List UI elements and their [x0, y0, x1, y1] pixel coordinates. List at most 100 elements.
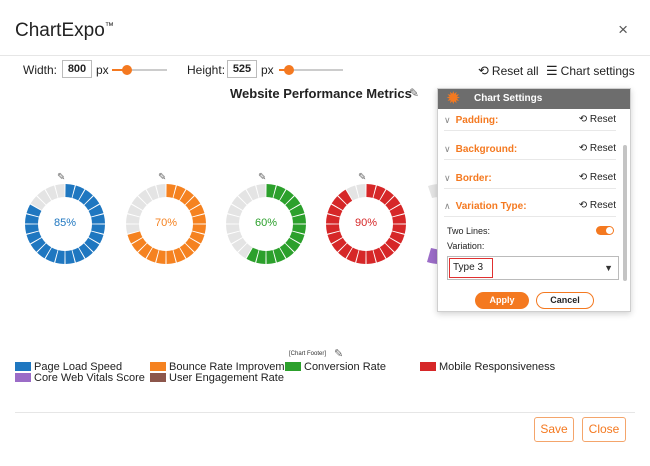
donut-segment-filled [84, 237, 100, 252]
edit-gauge-pencil-icon[interactable]: ✎ [158, 172, 167, 183]
donut-segment-empty [156, 184, 166, 198]
donut-gauge: 90% [324, 182, 408, 266]
donut-segment-filled [366, 250, 376, 264]
variation-select[interactable]: Type 3 ▼ [447, 256, 619, 280]
title-bar: ChartExpo™ × [0, 0, 650, 56]
donut-segment-filled [173, 247, 186, 263]
close-icon[interactable]: × [618, 20, 628, 39]
reset-all-button[interactable]: ⟲ Reset all [478, 63, 539, 78]
reset-border-button[interactable]: ⟲ Reset [578, 172, 616, 183]
donut-segment-empty [238, 189, 253, 205]
variation-label: Variation: [447, 241, 485, 251]
chart-title: Website Performance Metrics [230, 86, 412, 101]
chevron-down-icon: ∨ [444, 173, 451, 183]
reset-background-button[interactable]: ⟲ Reset [578, 143, 616, 154]
edit-gauge-pencil-icon[interactable]: ✎ [358, 172, 367, 183]
toolbar: Width: 800 px Height: 525 px ⟲ Reset all … [0, 58, 650, 82]
donut-segment-empty [127, 204, 143, 217]
apply-button[interactable]: Apply [475, 292, 529, 309]
chart-settings-header: ✹ Chart Settings [438, 89, 630, 109]
donut-segment-filled [91, 214, 105, 224]
donut-segment-empty [126, 224, 140, 234]
close-button[interactable]: Close [582, 417, 626, 442]
donut-segment-filled [78, 243, 93, 259]
donut-segment-filled [331, 237, 347, 252]
donut-segment-filled [30, 237, 46, 252]
width-slider[interactable] [112, 65, 167, 75]
donut-segment-filled [65, 184, 75, 198]
chart-settings-button[interactable]: ☰ Chart settings [546, 63, 635, 78]
section-padding[interactable]: ∨ Padding: ⟲ Reset [444, 109, 616, 131]
donut-segment-filled [366, 184, 376, 198]
donut-segment-filled [338, 189, 353, 205]
section-border[interactable]: ∨ Border: ⟲ Reset [444, 167, 616, 189]
donut-segment-filled [246, 247, 259, 263]
donut-segment-filled [326, 214, 340, 224]
legend-label: Core Web Vitals Score [34, 372, 145, 384]
height-slider[interactable] [279, 65, 343, 75]
donut-value-label: 85% [53, 217, 77, 229]
legend-item[interactable]: Bounce Rate Improvement [150, 361, 300, 373]
donut-segment-filled [78, 189, 93, 205]
donut-segment-filled [192, 214, 206, 224]
donut-segment-empty [238, 243, 253, 259]
donut-segment-filled [189, 231, 205, 244]
donut-segment-filled [179, 243, 194, 259]
donut-segment-filled [256, 250, 266, 264]
donut-gauge: 85% [23, 182, 107, 266]
legend-item[interactable]: User Engagement Rate [150, 372, 284, 384]
donut-segment-empty [346, 185, 359, 201]
edit-footer-pencil-icon[interactable]: ✎ [334, 348, 344, 360]
donut-segment-filled [379, 243, 394, 259]
legend-label: Conversion Rate [304, 361, 386, 373]
width-input[interactable]: 800 [62, 60, 92, 78]
donut-segment-filled [192, 224, 206, 234]
donut-segment-empty [126, 214, 140, 224]
donut-segment-filled [326, 224, 340, 234]
donut-segment-empty [131, 196, 147, 211]
height-label: Height: [187, 63, 226, 77]
donut-segment-filled [84, 196, 100, 211]
donut-segment-filled [331, 196, 347, 211]
donut-segment-empty [227, 231, 243, 244]
legend-swatch [15, 362, 31, 371]
edit-gauge-pencil-icon[interactable]: ✎ [258, 172, 267, 183]
chart-footer-label[interactable]: [Chart Footer] [289, 351, 327, 357]
chevron-down-icon: ∨ [444, 115, 451, 125]
section-variation-type[interactable]: ∧ Variation Type: ⟲ Reset [444, 195, 616, 217]
settings-scrollbar[interactable] [622, 111, 628, 287]
gear-icon: ✹ [447, 90, 460, 107]
reset-variation-button[interactable]: ⟲ Reset [578, 200, 616, 211]
legend-swatch [285, 362, 301, 371]
donut-segment-empty [226, 224, 240, 234]
legend-item[interactable]: Mobile Responsiveness [420, 361, 555, 373]
reset-padding-button[interactable]: ⟲ Reset [578, 114, 616, 125]
width-slider-knob[interactable] [122, 65, 132, 75]
donut-segment-filled [189, 204, 205, 217]
donut-segment-empty [55, 184, 65, 198]
two-lines-label: Two Lines: [447, 226, 491, 236]
donut-segment-filled [37, 243, 52, 259]
legend-item[interactable]: Conversion Rate [285, 361, 386, 373]
donut-partial-segment [427, 248, 440, 265]
donut-segment-filled [156, 250, 166, 264]
edit-title-pencil-icon[interactable]: ✎ [409, 86, 420, 100]
chevron-down-icon: ▼ [604, 263, 613, 273]
height-input[interactable]: 525 [227, 60, 257, 78]
height-slider-knob[interactable] [284, 65, 294, 75]
donut-segment-filled [25, 224, 39, 234]
legend-item[interactable]: Page Load Speed [15, 361, 122, 373]
two-lines-toggle[interactable] [596, 226, 614, 235]
legend-label: Mobile Responsiveness [439, 361, 556, 373]
save-button[interactable]: Save [534, 417, 574, 442]
legend-swatch [420, 362, 436, 371]
donut-segment-filled [88, 231, 104, 244]
width-unit: px [96, 63, 109, 77]
donut-segment-filled [389, 231, 405, 244]
donut-segment-empty [231, 237, 247, 252]
legend-item[interactable]: Core Web Vitals Score [15, 372, 145, 384]
section-background[interactable]: ∨ Background: ⟲ Reset [444, 138, 616, 160]
cancel-button[interactable]: Cancel [536, 292, 594, 309]
bottom-divider [15, 412, 635, 413]
edit-gauge-pencil-icon[interactable]: ✎ [57, 172, 66, 183]
